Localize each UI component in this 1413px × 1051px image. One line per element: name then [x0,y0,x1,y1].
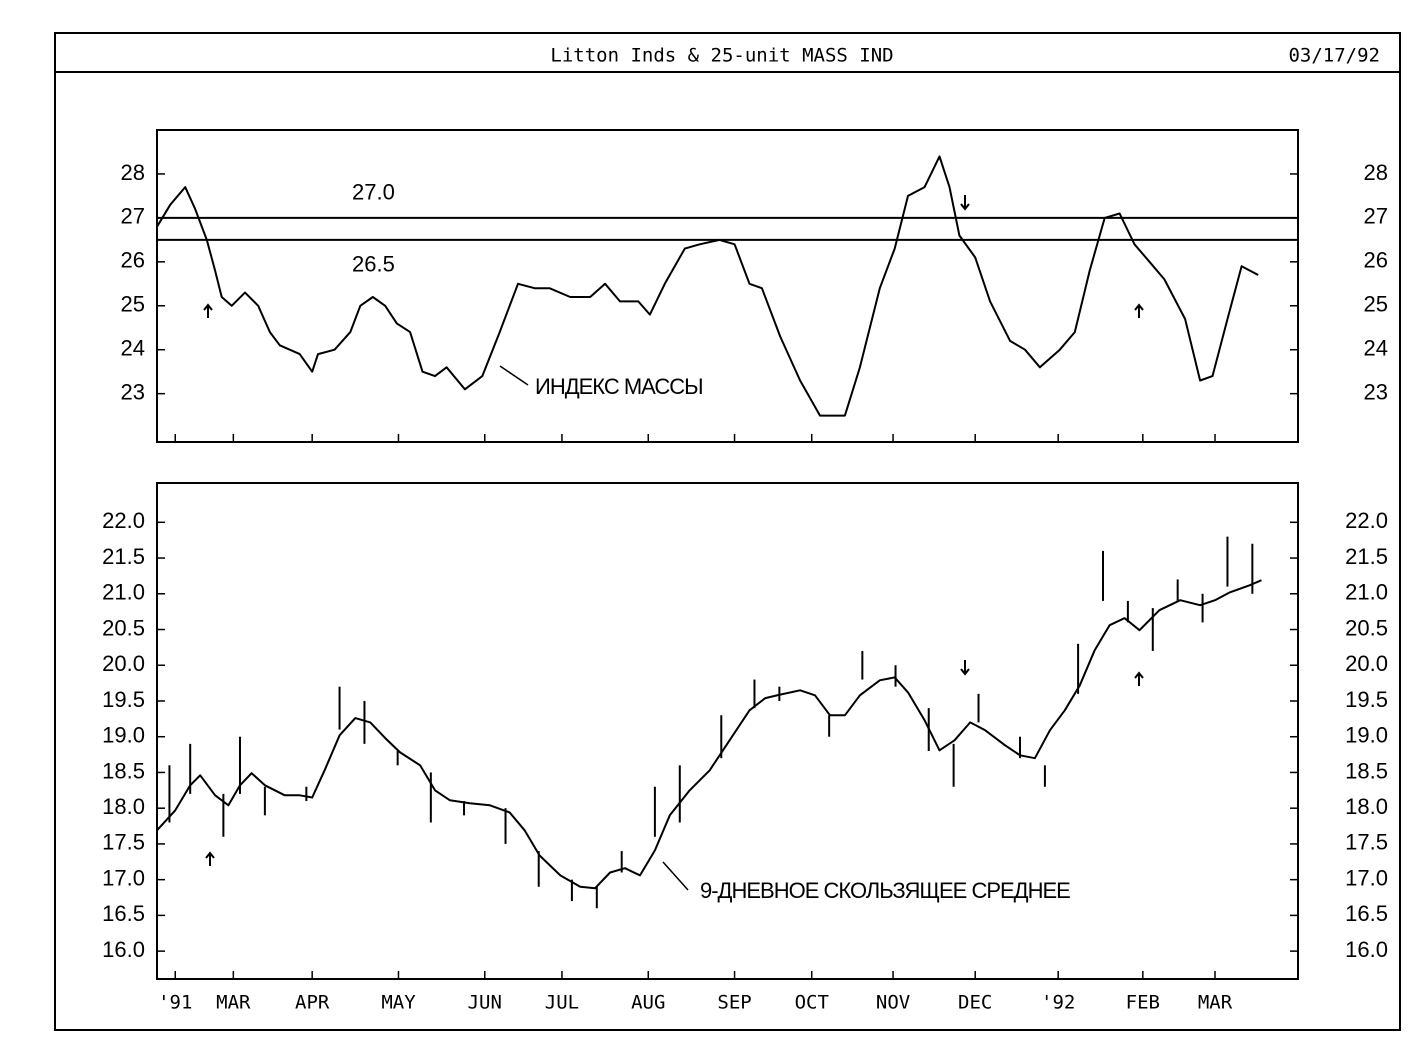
y-tick-label: 17.5 [102,830,145,855]
chart-title: Litton Inds & 25-unit MASS IND [550,45,893,67]
y-tick-label-right: 18.0 [1345,794,1388,819]
panel-frame [156,482,1299,980]
y-tick-label-right: 22.0 [1345,508,1388,533]
y-tick-label: 24 [121,336,145,361]
down-arrow [960,660,970,676]
y-tick-label: 26 [121,248,145,273]
y-tick-label: 27 [121,204,145,229]
y-tick-label: 16.0 [102,937,145,962]
y-tick-label-right: 19.0 [1345,723,1388,748]
y-tick-label: 21.5 [102,544,145,569]
series-label: 9-ДНЕВНОЕ СКОЛЬЗЯЩЕЕ СРЕДНЕЕ [700,878,1070,903]
up-arrow [203,303,213,318]
y-tick-label: 16.5 [102,901,145,926]
series-line [156,579,1262,890]
y-tick-label-right: 28 [1364,160,1388,185]
x-tick-label: APR [295,992,330,1014]
annotation: ИНДЕКС МАССЫ [535,374,703,399]
x-tick-label: FEB [1126,992,1160,1014]
y-tick-label-right: 16.0 [1345,937,1388,962]
x-tick-label: MAR [216,992,251,1014]
y-tick-label-right: 25 [1364,292,1388,317]
reference-label: 27.0 [352,180,395,205]
y-tick-label: 28 [121,160,145,185]
x-tick-label: '92 [1041,992,1075,1014]
y-tick-label-right: 16.5 [1345,901,1388,926]
y-tick-label-right: 26 [1364,248,1388,273]
y-tick-label: 21.0 [102,580,145,605]
x-tick-label: JUN [468,992,502,1014]
annotation-leader [499,365,529,386]
x-tick-label: MAR [1198,992,1233,1014]
up-arrow [1134,671,1144,686]
y-tick-label-right: 20.0 [1345,651,1388,676]
reference-label: 26.5 [352,252,395,277]
x-tick-label: SEP [717,992,751,1014]
x-tick-label: OCT [795,992,829,1014]
up-arrow [1134,303,1144,318]
y-tick-label: 20.0 [102,651,145,676]
y-tick-label: 25 [121,292,145,317]
y-tick-label: 20.5 [102,615,145,640]
y-tick-label-right: 17.0 [1345,865,1388,890]
up-arrow [205,851,215,866]
chart-date: 03/17/92 [1288,45,1380,67]
signal-arrows [203,195,1144,866]
y-tick-label-right: 17.5 [1345,830,1388,855]
y-tick-label: 19.0 [102,723,145,748]
y-tick-label: 23 [121,379,145,404]
series-line [156,155,1259,417]
y-tick-label: 18.5 [102,758,145,783]
down-arrow [960,195,970,211]
annotation-leader [662,861,689,891]
y-tick-label-right: 18.5 [1345,758,1388,783]
y-tick-label-right: 24 [1364,336,1388,361]
outer-frame [54,32,1401,1031]
x-tick-label: AUG [631,992,665,1014]
x-tick-label: NOV [876,992,910,1014]
y-tick-label: 18.0 [102,794,145,819]
panel-frame [156,129,1299,443]
y-tick-label-right: 20.5 [1345,615,1388,640]
x-tick-label: JUL [545,992,579,1014]
y-tick-label-right: 21.0 [1345,580,1388,605]
x-tick-label: DEC [958,992,992,1014]
x-tick-label: MAY [381,992,416,1014]
x-tick-label: '91 [158,992,192,1014]
y-tick-label-right: 21.5 [1345,544,1388,569]
y-tick-label-right: 27 [1364,204,1388,229]
y-tick-label-right: 19.5 [1345,687,1388,712]
y-tick-label-right: 23 [1364,379,1388,404]
y-tick-label: 19.5 [102,687,145,712]
y-tick-label: 17.0 [102,865,145,890]
y-tick-label: 22.0 [102,508,145,533]
